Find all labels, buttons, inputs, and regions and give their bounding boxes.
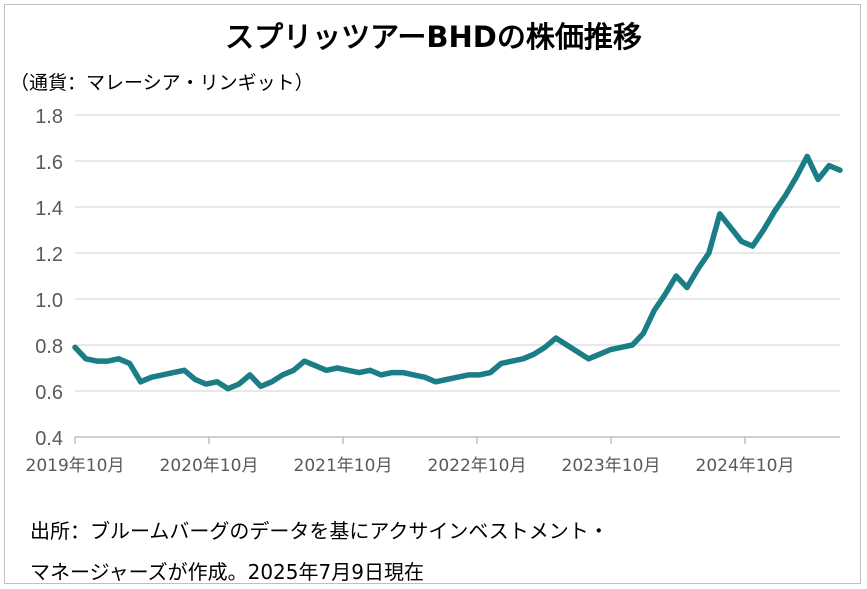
x-tick-label: 2020年10月 — [160, 456, 259, 476]
y-tick-label: 0.4 — [35, 428, 63, 450]
y-tick-label: 1.6 — [35, 152, 63, 174]
y-tick-label: 1.8 — [35, 106, 63, 128]
y-tick-label: 1.4 — [35, 198, 63, 220]
y-tick-label: 0.6 — [35, 382, 63, 404]
source-note-line2: マネージャーズが作成。2025年7月9日現在 — [30, 560, 424, 584]
chart-frame — [4, 4, 861, 584]
currency-unit-label: （通貨：マレーシア・リンギット） — [10, 72, 314, 94]
y-tick-label: 1.0 — [35, 290, 63, 312]
x-axis-ticks: 2019年10月 2020年10月 2021年10月 2022年10月 2023年10月… — [26, 437, 795, 476]
price-line — [72, 153, 843, 392]
x-tick-label: 2022年10月 — [428, 456, 527, 476]
series-group — [72, 153, 843, 392]
gridlines — [75, 114, 840, 392]
y-tick-label: 1.2 — [35, 244, 63, 266]
source-note-line1: 出所：ブルームバーグのデータを基にアクサインベストメント・ — [30, 519, 609, 543]
y-tick-label: 0.8 — [35, 336, 63, 358]
x-tick-label: 2021年10月 — [294, 456, 393, 476]
x-tick-label: 2024年10月 — [696, 456, 795, 476]
y-axis-ticks: 1.8 1.6 1.4 1.2 1.0 0.8 0.6 0.4 — [35, 106, 63, 450]
x-tick-label: 2019年10月 — [26, 456, 125, 476]
chart-title: スプリッツアーBHDの株価推移 — [225, 20, 642, 54]
x-tick-label: 2023年10月 — [562, 456, 661, 476]
